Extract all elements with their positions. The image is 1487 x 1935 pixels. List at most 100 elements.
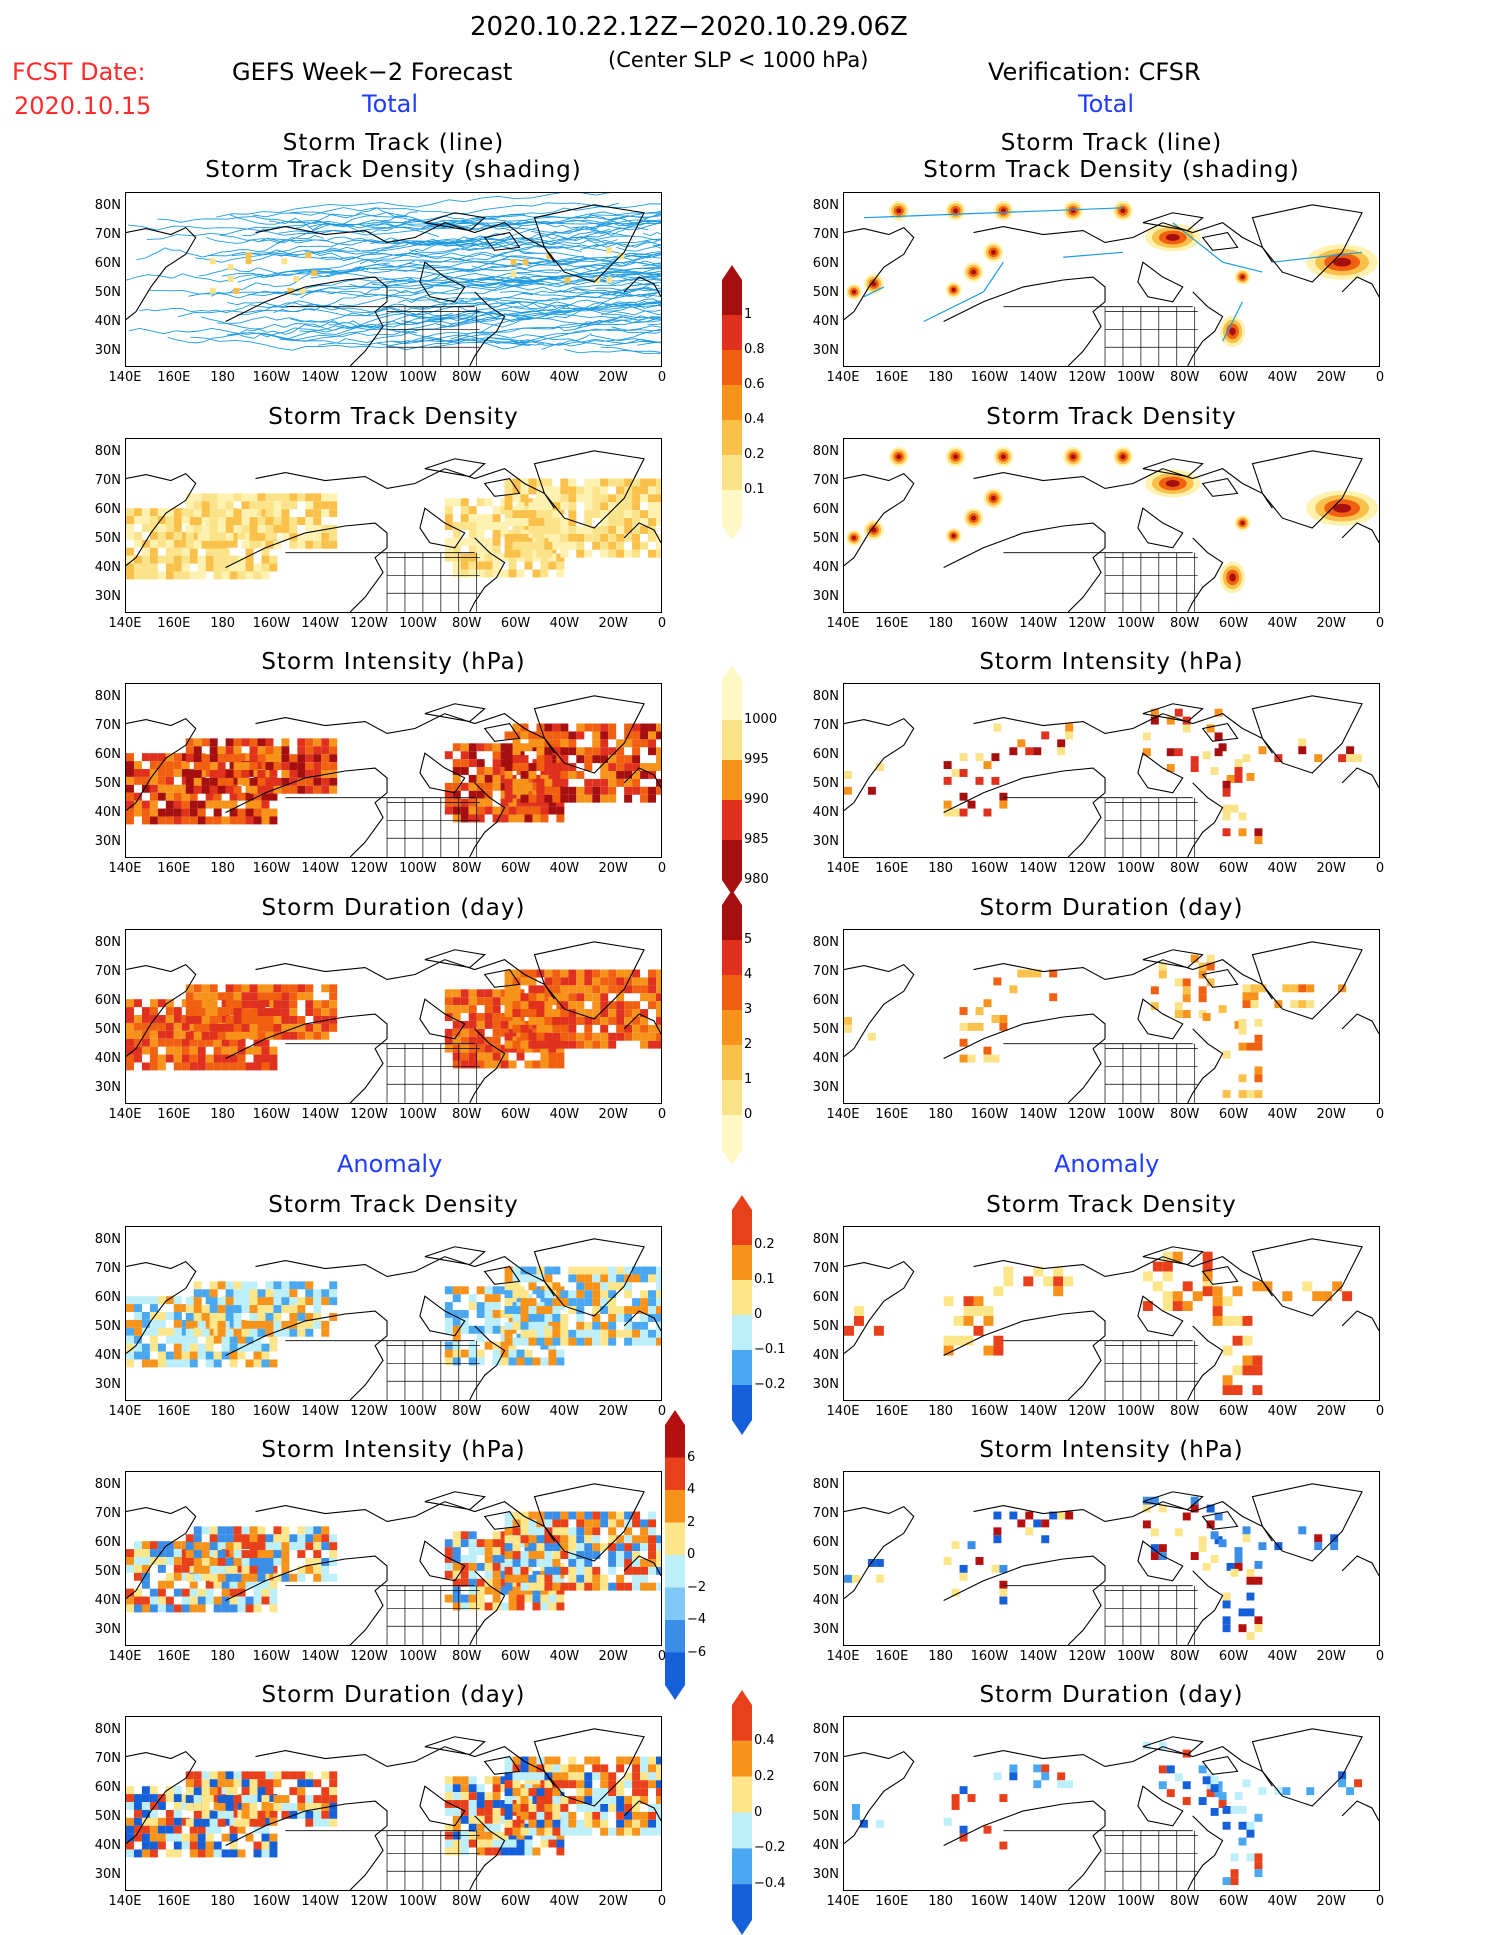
grid-cell [524, 1586, 533, 1595]
grid-cell [520, 1511, 529, 1520]
grid-cell [568, 541, 577, 550]
grid-cell [1330, 1542, 1339, 1551]
coastline [469, 1570, 506, 1645]
coastline [126, 717, 197, 811]
grid-cell [257, 992, 266, 1001]
grid-cell [576, 747, 585, 756]
grid-cell [249, 738, 258, 747]
lon-tick-label: 160E [157, 616, 191, 631]
lon-tick-label: 160E [157, 1894, 191, 1909]
grid-cell [648, 770, 657, 779]
grid-cell [648, 1551, 657, 1559]
grid-cell [181, 1038, 190, 1047]
grid-cell [269, 1817, 278, 1826]
grid-cell [1206, 978, 1215, 987]
grid-cell [648, 533, 657, 542]
grid-cell [552, 794, 561, 803]
grid-cell [576, 755, 585, 764]
grid-cell [524, 1562, 533, 1571]
grid-cell [141, 1557, 150, 1565]
grid-cell [632, 786, 641, 795]
grid-cell [297, 1534, 306, 1543]
grid-cell [281, 525, 290, 533]
grid-cell [520, 1001, 529, 1010]
grid-cell [141, 1794, 150, 1803]
storm-track-line [863, 207, 1123, 219]
grid-cell [213, 792, 222, 801]
grid-cell [520, 1803, 529, 1812]
grid-cell [1230, 1877, 1239, 1886]
grid-cell [608, 969, 617, 978]
grid-cell [149, 1022, 158, 1031]
grid-cell [600, 1819, 609, 1828]
grid-cell [576, 786, 585, 795]
grid-cell [991, 1054, 1000, 1063]
grid-cell [221, 1046, 230, 1055]
grid-cell [329, 525, 338, 533]
grid-cell [265, 493, 274, 502]
grid-cell [536, 1040, 545, 1049]
lon-tick-label: 60W [1218, 861, 1249, 876]
grid-cell [616, 1282, 625, 1291]
grid-cell [444, 1847, 453, 1856]
grid-cell [556, 806, 565, 815]
grid-cell [504, 1519, 513, 1528]
grid-cell [468, 1602, 477, 1611]
grid-cell [329, 984, 338, 993]
grid-cell [552, 1527, 561, 1536]
grid-cell [126, 1046, 134, 1055]
grid-cell [536, 1574, 545, 1583]
grid-cell [245, 1343, 254, 1352]
grid-cell [452, 569, 461, 578]
grid-cell [133, 1046, 142, 1055]
grid-cell [249, 785, 258, 794]
coastline [623, 1013, 661, 1035]
grid-cell [233, 1008, 242, 1017]
lat-tick-label: 70N [94, 473, 121, 488]
grid-cell [616, 1582, 625, 1591]
grid-cell [504, 1274, 513, 1283]
grid-cell [1314, 754, 1323, 763]
coastline [483, 477, 521, 497]
grid-cell [141, 1327, 150, 1336]
grid-cell [556, 1602, 565, 1611]
coastline [533, 1238, 645, 1317]
grid-cell [943, 761, 952, 770]
coastlines [844, 695, 1379, 857]
grid-cell [592, 1511, 601, 1520]
coastline [483, 231, 521, 251]
coastline [419, 261, 466, 303]
grid-cell [460, 989, 469, 998]
grid-cell [193, 992, 202, 1001]
grid-cell [1206, 724, 1215, 733]
grid-cell [181, 563, 190, 572]
grid-cell [133, 1054, 142, 1063]
grid-cell [241, 1779, 250, 1788]
grid-cell [943, 808, 952, 817]
grid-cell [193, 1573, 202, 1582]
storm-track-line [188, 269, 493, 299]
grid-cell [592, 1001, 601, 1010]
grid-cell [329, 1016, 338, 1024]
grid-cell [576, 1788, 585, 1797]
grid-cell [556, 1594, 565, 1603]
grid-cell [305, 785, 314, 794]
grid-cell [640, 1527, 649, 1536]
grid-cell [281, 1550, 290, 1559]
grid-cell [656, 1274, 661, 1283]
colorbar-swatch [722, 800, 742, 840]
grid-cell [592, 1543, 601, 1552]
grid-cell [476, 1310, 485, 1318]
grid-cell [249, 509, 258, 518]
grid-cell [265, 746, 274, 755]
lon-tick-label: 140E [826, 1894, 860, 1909]
grid-cell [528, 763, 537, 771]
grid-cell [568, 985, 577, 994]
grid-cell [632, 486, 641, 495]
lat-tick-label: 40N [812, 1593, 839, 1608]
grid-cell [189, 1351, 198, 1360]
grid-cell [867, 786, 876, 795]
grid-cell [975, 1007, 984, 1016]
grid-cell [584, 1566, 593, 1575]
